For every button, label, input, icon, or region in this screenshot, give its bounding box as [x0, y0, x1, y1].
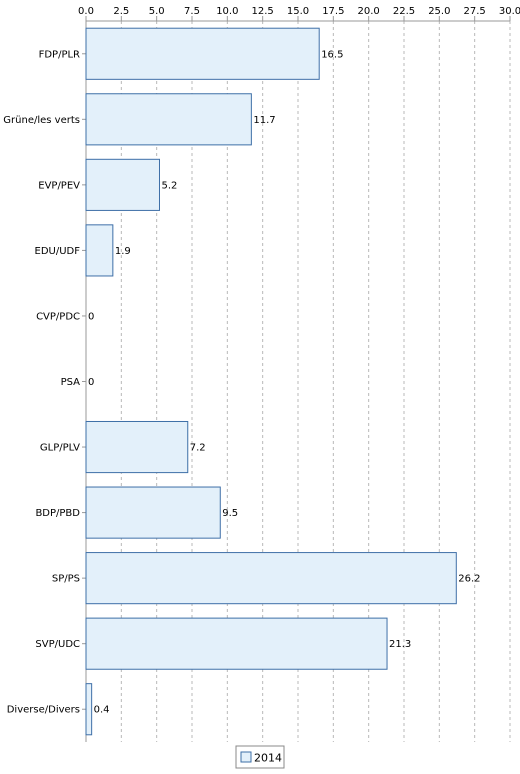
x-tick-label: 30.0 [499, 6, 520, 17]
data-label: 0 [88, 377, 94, 388]
category-label: EDU/UDF [35, 246, 81, 257]
category-label: Diverse/Divers [7, 705, 80, 716]
bar [85, 27, 320, 80]
x-tick-label: 10.0 [216, 6, 238, 17]
data-label: 7.2 [190, 443, 206, 454]
category-label: SVP/UDC [35, 639, 80, 650]
data-label: 0.4 [94, 705, 110, 716]
bar [85, 224, 114, 277]
data-label: 26.2 [458, 574, 480, 585]
category-label: EVP/PEV [38, 180, 80, 191]
data-label: 11.7 [253, 115, 275, 126]
data-label: 0 [88, 311, 94, 322]
x-tick-label: 25.0 [428, 6, 450, 17]
x-tick-label: 5.0 [149, 6, 165, 17]
bar [85, 93, 252, 146]
data-label: 21.3 [389, 639, 411, 650]
category-label: Grüne/les verts [3, 115, 80, 126]
x-tick-label: 22.5 [393, 6, 415, 17]
bar [85, 486, 221, 539]
bar [85, 552, 457, 605]
x-tick-label: 27.5 [464, 6, 486, 17]
bar [85, 420, 189, 474]
data-label: 16.5 [321, 49, 343, 60]
category-label: FDP/PLR [39, 49, 80, 60]
bar [85, 158, 160, 211]
category-label: SP/PS [52, 574, 80, 585]
bar [85, 617, 388, 670]
x-tick-label: 12.5 [252, 6, 274, 17]
data-label: 1.9 [115, 246, 131, 257]
category-label: PSA [61, 377, 81, 388]
bar [85, 683, 93, 736]
x-tick-label: 15.0 [287, 6, 309, 17]
data-label: 5.2 [161, 180, 177, 191]
x-tick-label: 20.0 [358, 6, 380, 17]
legend-label: 2014 [254, 752, 282, 765]
x-tick-label: 17.5 [322, 6, 344, 17]
data-label: 9.5 [222, 508, 238, 519]
legend-swatch [240, 751, 252, 763]
x-tick-label: 2.5 [113, 6, 129, 17]
x-tick-label: 0.0 [78, 6, 94, 17]
x-tick-label: 7.5 [184, 6, 200, 17]
category-label: CVP/PDC [36, 311, 80, 322]
category-label: BDP/PBD [35, 508, 80, 519]
category-label: GLP/PLV [40, 443, 80, 454]
